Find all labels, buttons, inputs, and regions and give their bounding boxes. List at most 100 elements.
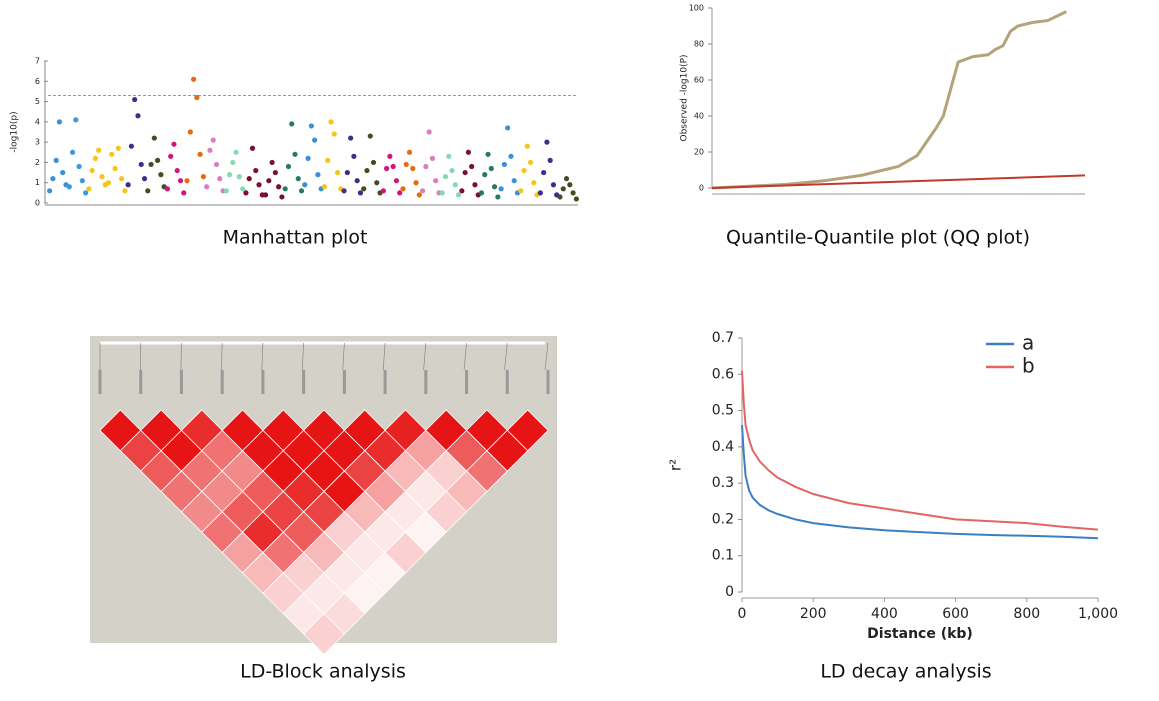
snp-point [410,165,416,172]
y-tick-label: 5 [35,97,40,106]
marker-line [180,342,182,371]
snp-point [86,186,92,192]
snp-point [403,161,409,168]
snp-point [511,178,517,184]
snp-point [73,117,79,123]
snp-point [298,188,305,194]
snp-point [69,149,76,155]
snp-point [384,165,390,172]
marker-tick [546,370,550,394]
snp-point [89,167,95,174]
snp-point [53,157,59,163]
snp-point [390,163,396,170]
y-axis-label: Observed -log10(P) [680,54,690,141]
snp-point [550,182,557,188]
snp-point [168,153,174,159]
snp-point [315,172,321,178]
marker-tick [98,370,102,394]
snp-point [563,176,570,182]
snp-point [269,159,275,166]
snp-point [370,159,377,166]
snp-point [531,180,537,186]
snp-point [135,113,141,119]
snp-point [249,145,256,151]
y-tick-label: 100 [689,4,704,13]
y-axis-label: r² [667,459,685,471]
snp-point [544,139,550,145]
snp-point [285,163,292,170]
snp-point [50,176,56,182]
snp-point [397,190,403,196]
marker-line [221,342,223,371]
snp-point [462,169,468,176]
snp-point [197,151,203,157]
marker-tick [261,370,265,394]
snp-point [439,190,445,196]
snp-point [521,167,527,174]
marker-line [544,342,549,371]
y-tick-label: 0.2 [712,511,734,527]
snp-point [524,143,530,149]
snp-point [357,190,364,196]
snp-point [374,180,380,186]
snp-point [508,153,514,159]
snp-point [567,182,573,188]
marker-line [423,342,427,371]
snp-point [109,151,115,157]
series-line [711,10,1067,190]
y-tick-label: 0 [35,199,40,208]
snp-point [446,153,452,159]
snp-point [256,182,262,188]
marker-line [342,342,345,371]
snp-point [164,186,171,192]
snp-point [308,123,314,129]
snp-point [295,176,301,182]
snp-point [122,188,128,194]
snp-point [537,190,543,196]
snp-point [223,188,229,194]
snp-point [79,178,85,184]
snp-point [312,137,318,143]
snp-point [325,157,331,163]
snp-point [573,196,579,202]
snp-point [344,169,350,176]
snp-point [406,149,413,155]
snp-point [125,182,131,188]
marker-tick [465,370,469,394]
snp-point [187,129,193,135]
snp-point [66,184,72,190]
snp-point [348,135,354,141]
snp-point [289,121,295,127]
snp-point [246,176,252,182]
snp-point [230,159,236,166]
snp-point [282,186,288,192]
snp-point [429,155,436,161]
marker-tick [179,370,183,394]
snp-point [367,133,373,139]
y-axis-label: -log10(p) [10,111,20,152]
y-tick-label: 0.1 [712,548,734,564]
y-tick-label: 0.4 [712,439,734,455]
snp-point [433,178,439,184]
marker-tick [302,370,306,394]
snp-point [272,169,278,176]
snp-point [92,155,99,161]
snp-point [138,161,144,168]
marker-tick [342,370,346,394]
snp-point [498,186,504,192]
snp-point [210,137,216,143]
snp-point [485,151,491,157]
y-tick-label: 7 [35,57,40,66]
snp-point [132,96,138,103]
marker-tick [139,370,143,394]
y-tick-label: 2 [35,158,40,167]
snp-point [151,135,157,141]
snp-point [478,190,485,196]
snp-point [354,178,360,184]
marker-tick [220,370,224,394]
snp-point [449,167,455,174]
snp-point [331,131,337,137]
snp-point [207,147,213,153]
snp-point [243,190,249,196]
caption: LD-Block analysis [240,661,406,683]
